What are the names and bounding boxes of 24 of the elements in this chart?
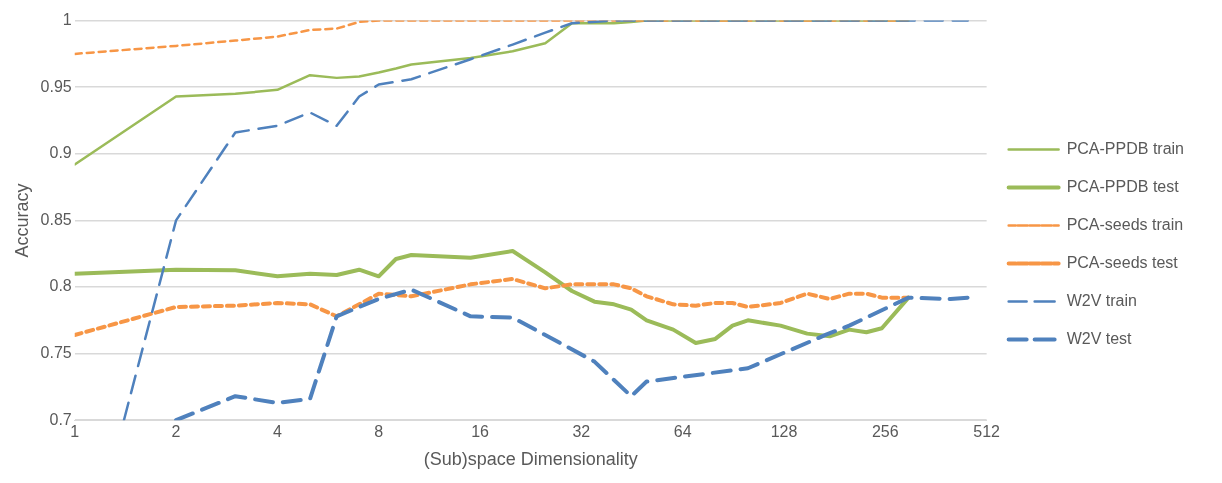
x-tick-label: 2 (171, 423, 181, 441)
x-tick-label: 128 (770, 423, 798, 441)
y-tick-label: 0.7 (49, 410, 72, 428)
x-tick-label: 512 (973, 423, 1001, 441)
legend-label: W2V train (1066, 291, 1137, 309)
y-tick-label: 0.75 (40, 344, 72, 362)
x-axis-title: (Sub)space Dimensionality (423, 449, 638, 470)
x-tick-label: 8 (374, 423, 384, 441)
x-tick-label: 4 (272, 423, 282, 441)
y-tick-label: 0.8 (49, 277, 72, 295)
y-tick-label: 0.85 (40, 210, 72, 228)
legend-label: PCA-seeds train (1066, 215, 1184, 233)
legend-label: PCA-PPDB test (1066, 177, 1180, 195)
legend-label: PCA-seeds test (1066, 253, 1179, 271)
y-tick-label: 0.9 (49, 144, 72, 162)
legend-label: W2V test (1066, 329, 1133, 347)
x-tick-label: 256 (871, 423, 899, 441)
x-tick-label: 16 (471, 423, 490, 441)
legend-label: PCA-PPDB train (1066, 139, 1185, 157)
x-tick-label: 64 (673, 423, 692, 441)
y-axis-title: Accuracy (11, 183, 32, 258)
y-tick-label: 0.95 (40, 77, 72, 95)
x-tick-label: 32 (572, 423, 591, 441)
y-tick-label: 1 (62, 11, 72, 29)
